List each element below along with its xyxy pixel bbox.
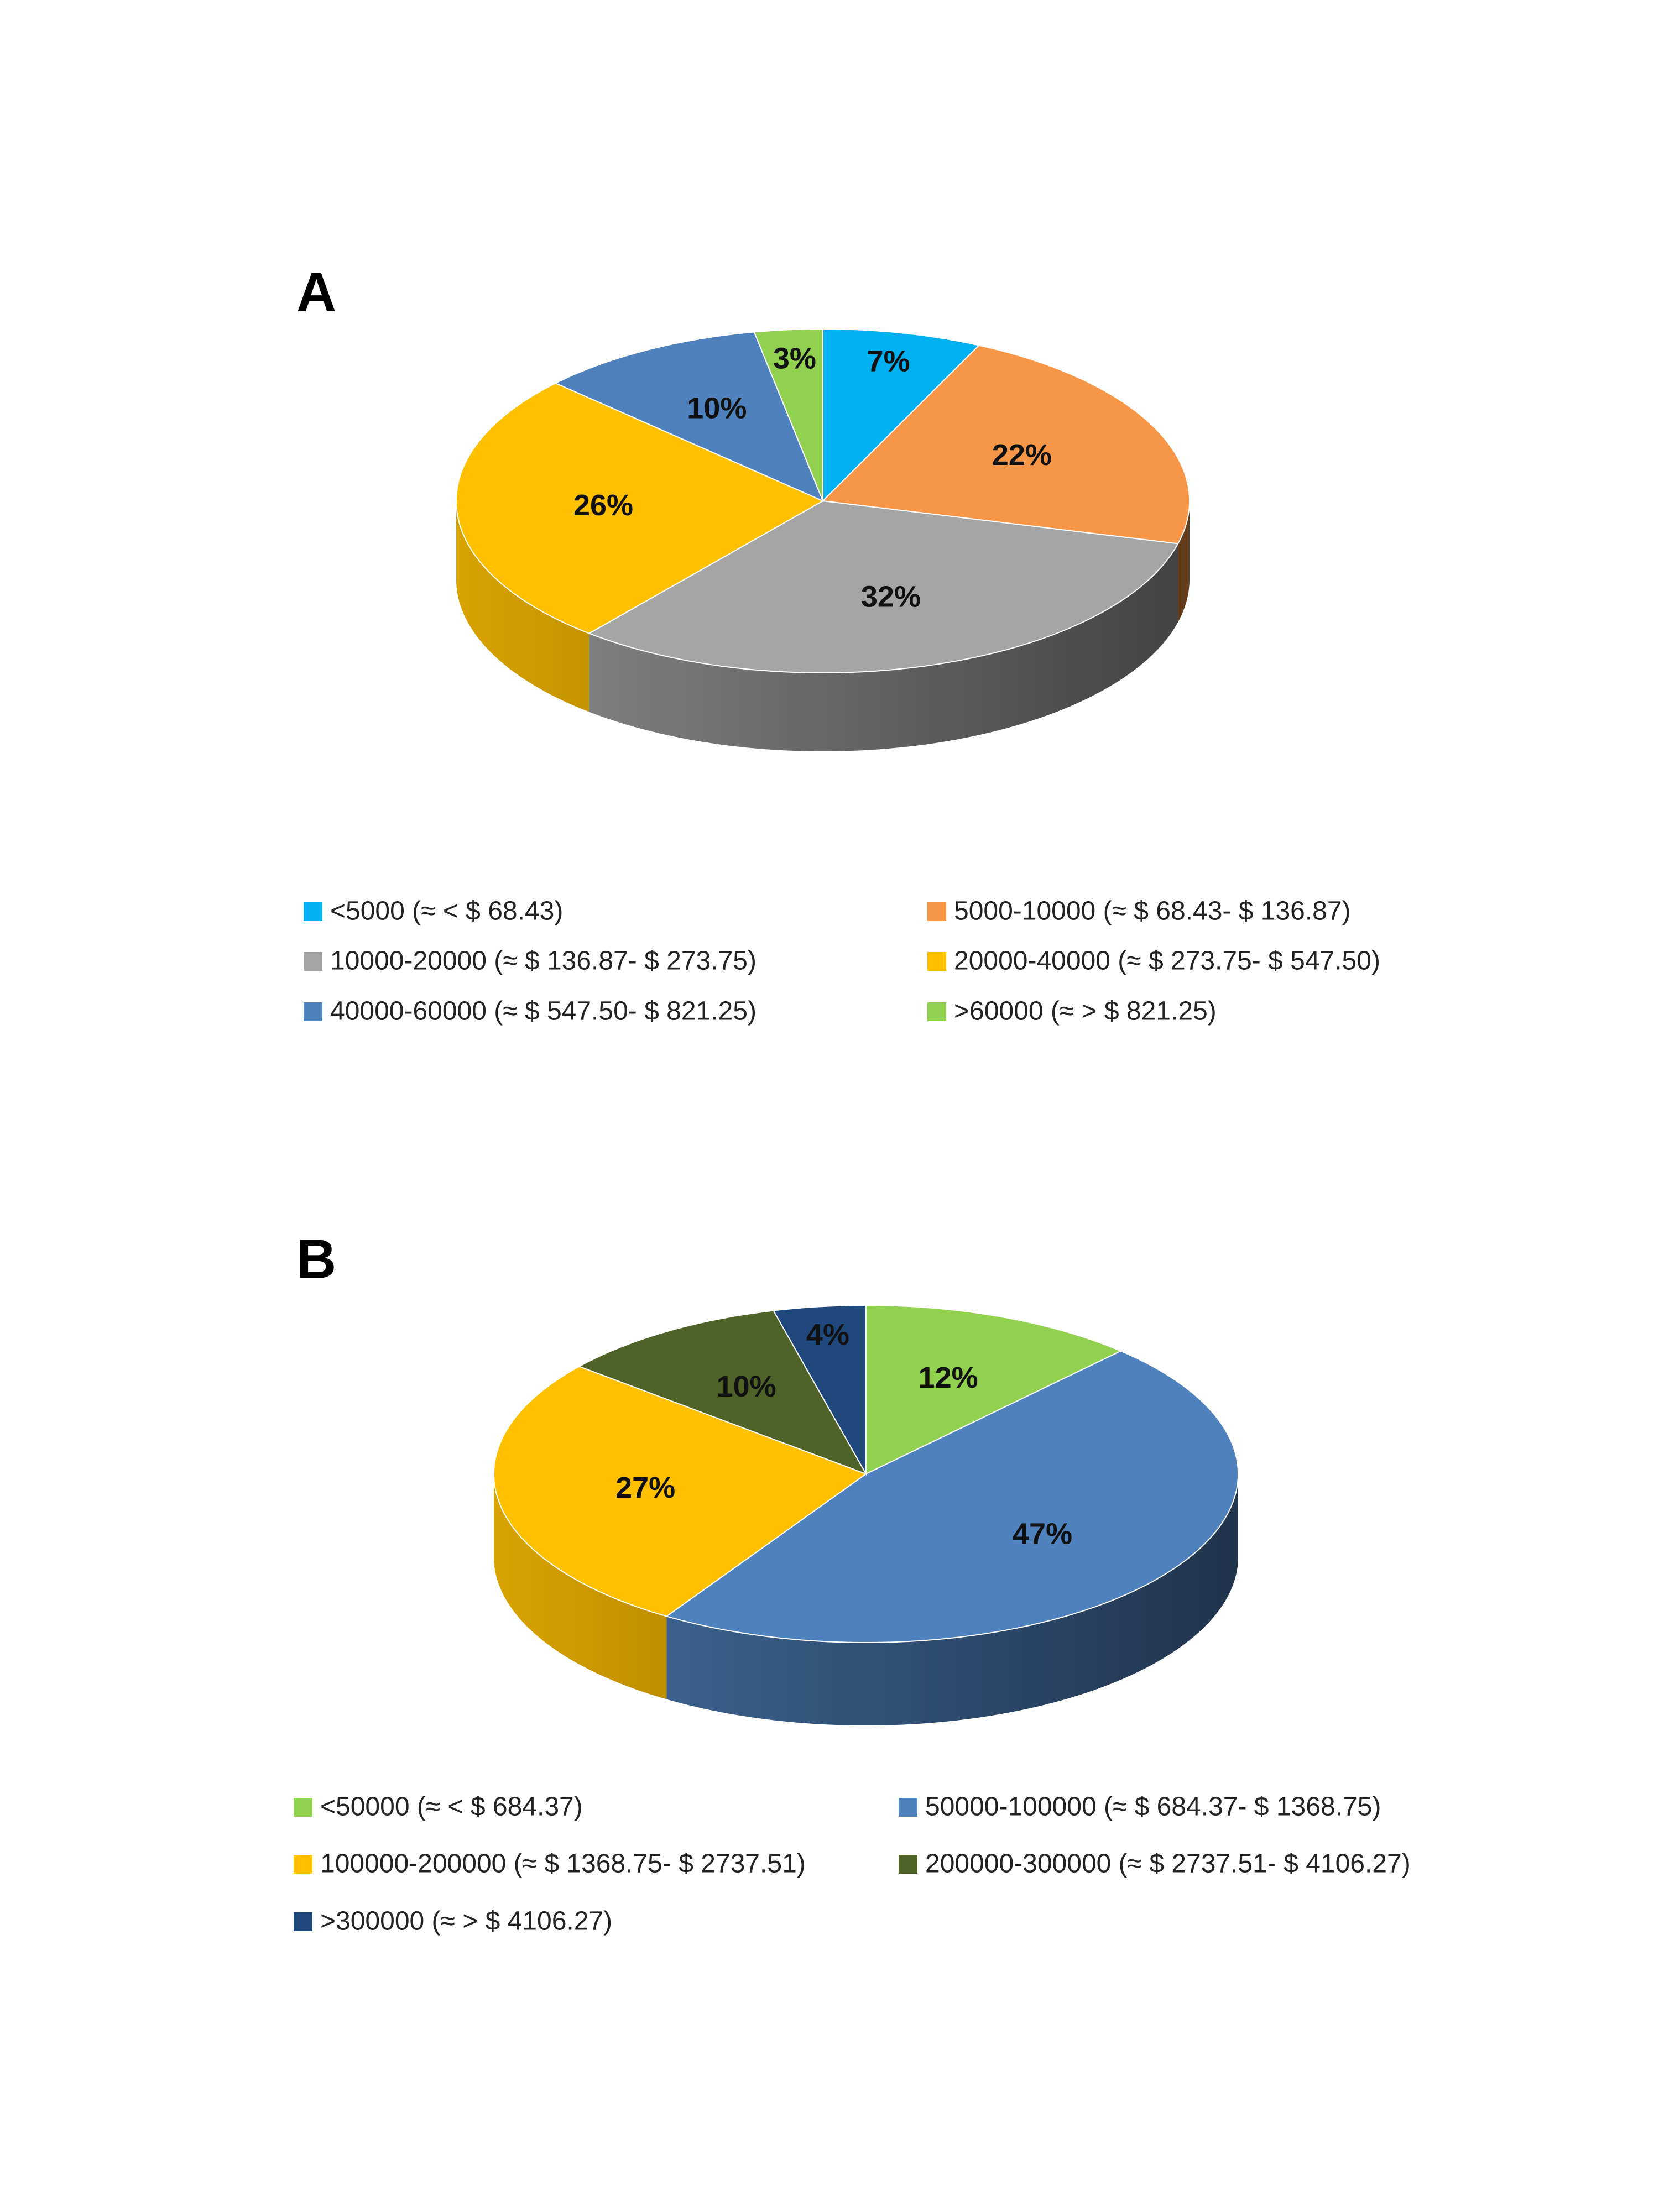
panel-label: A — [296, 261, 336, 323]
data-label: 7% — [867, 344, 910, 378]
legend-swatch — [304, 902, 322, 921]
data-label: 26% — [573, 489, 633, 522]
slice-side — [494, 1474, 667, 1699]
slice — [822, 328, 980, 503]
data-label: 10% — [687, 392, 747, 425]
slice — [865, 1304, 1123, 1475]
slice — [578, 1310, 868, 1475]
slice — [753, 328, 823, 501]
data-label: 47% — [1013, 1517, 1072, 1550]
slice-side — [666, 1474, 1238, 1725]
legend-label: >300000 (≈ > $ 4106.27) — [320, 1907, 612, 1936]
legend-swatch — [294, 1855, 312, 1874]
data-label: 10% — [717, 1370, 776, 1403]
legend-label: 10000-20000 (≈ $ 136.87- $ 273.75) — [330, 946, 757, 976]
legend-label: <50000 (≈ < $ 684.37) — [320, 1792, 583, 1822]
slice-side — [456, 501, 589, 712]
legend-swatch — [927, 1002, 946, 1021]
legend-swatch — [899, 1855, 917, 1874]
slice — [821, 344, 1191, 545]
legend-label: 20000-40000 (≈ $ 273.75- $ 547.50) — [954, 946, 1380, 976]
data-label: 4% — [806, 1318, 849, 1351]
legend-swatch — [294, 1798, 312, 1817]
legend-label: 5000-10000 (≈ $ 68.43- $ 136.87) — [954, 897, 1351, 926]
legend-swatch — [927, 902, 946, 921]
data-label: 32% — [861, 581, 921, 614]
slice-side — [589, 543, 1178, 751]
slice — [773, 1304, 867, 1476]
legend-swatch — [294, 1912, 312, 1931]
legend-label: 200000-300000 (≈ $ 2737.51- $ 4106.27) — [925, 1849, 1411, 1879]
slice-side — [1178, 501, 1190, 623]
legend-label: 50000-100000 (≈ $ 684.37- $ 1368.75) — [925, 1792, 1381, 1822]
legend-label: >60000 (≈ > $ 821.25) — [954, 997, 1217, 1026]
legend-swatch — [304, 1002, 322, 1021]
legend-swatch — [304, 952, 322, 971]
legend-swatch — [927, 952, 946, 971]
data-label: 22% — [992, 438, 1052, 472]
legend-swatch — [899, 1798, 917, 1817]
slice — [554, 331, 824, 502]
legend-label: 100000-200000 (≈ $ 1368.75- $ 2737.51) — [320, 1849, 806, 1879]
data-label: 12% — [919, 1361, 978, 1394]
data-label: 27% — [615, 1471, 675, 1504]
slice — [665, 1350, 1239, 1644]
slice — [456, 382, 825, 634]
data-label: 3% — [773, 342, 816, 375]
legend-label: 40000-60000 (≈ $ 547.50- $ 821.25) — [330, 997, 757, 1026]
slice — [588, 500, 1179, 673]
panel-label: B — [296, 1228, 336, 1290]
slice — [493, 1366, 868, 1617]
legend-label: <5000 (≈ < $ 68.43) — [330, 897, 563, 926]
